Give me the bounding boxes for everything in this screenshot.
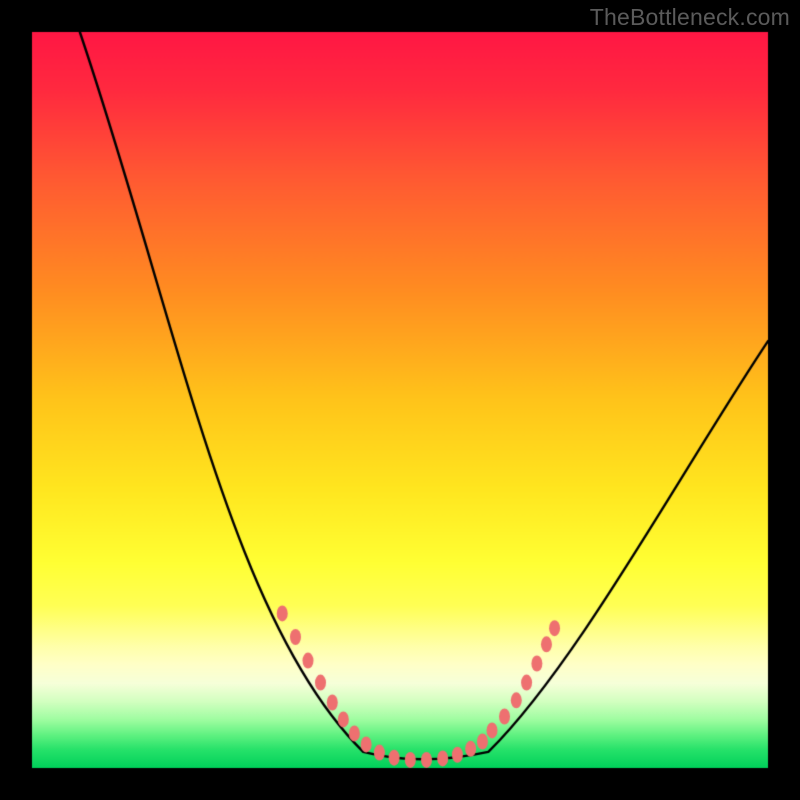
bottleneck-chart-canvas [0,0,800,800]
watermark-label: TheBottleneck.com [590,4,790,31]
